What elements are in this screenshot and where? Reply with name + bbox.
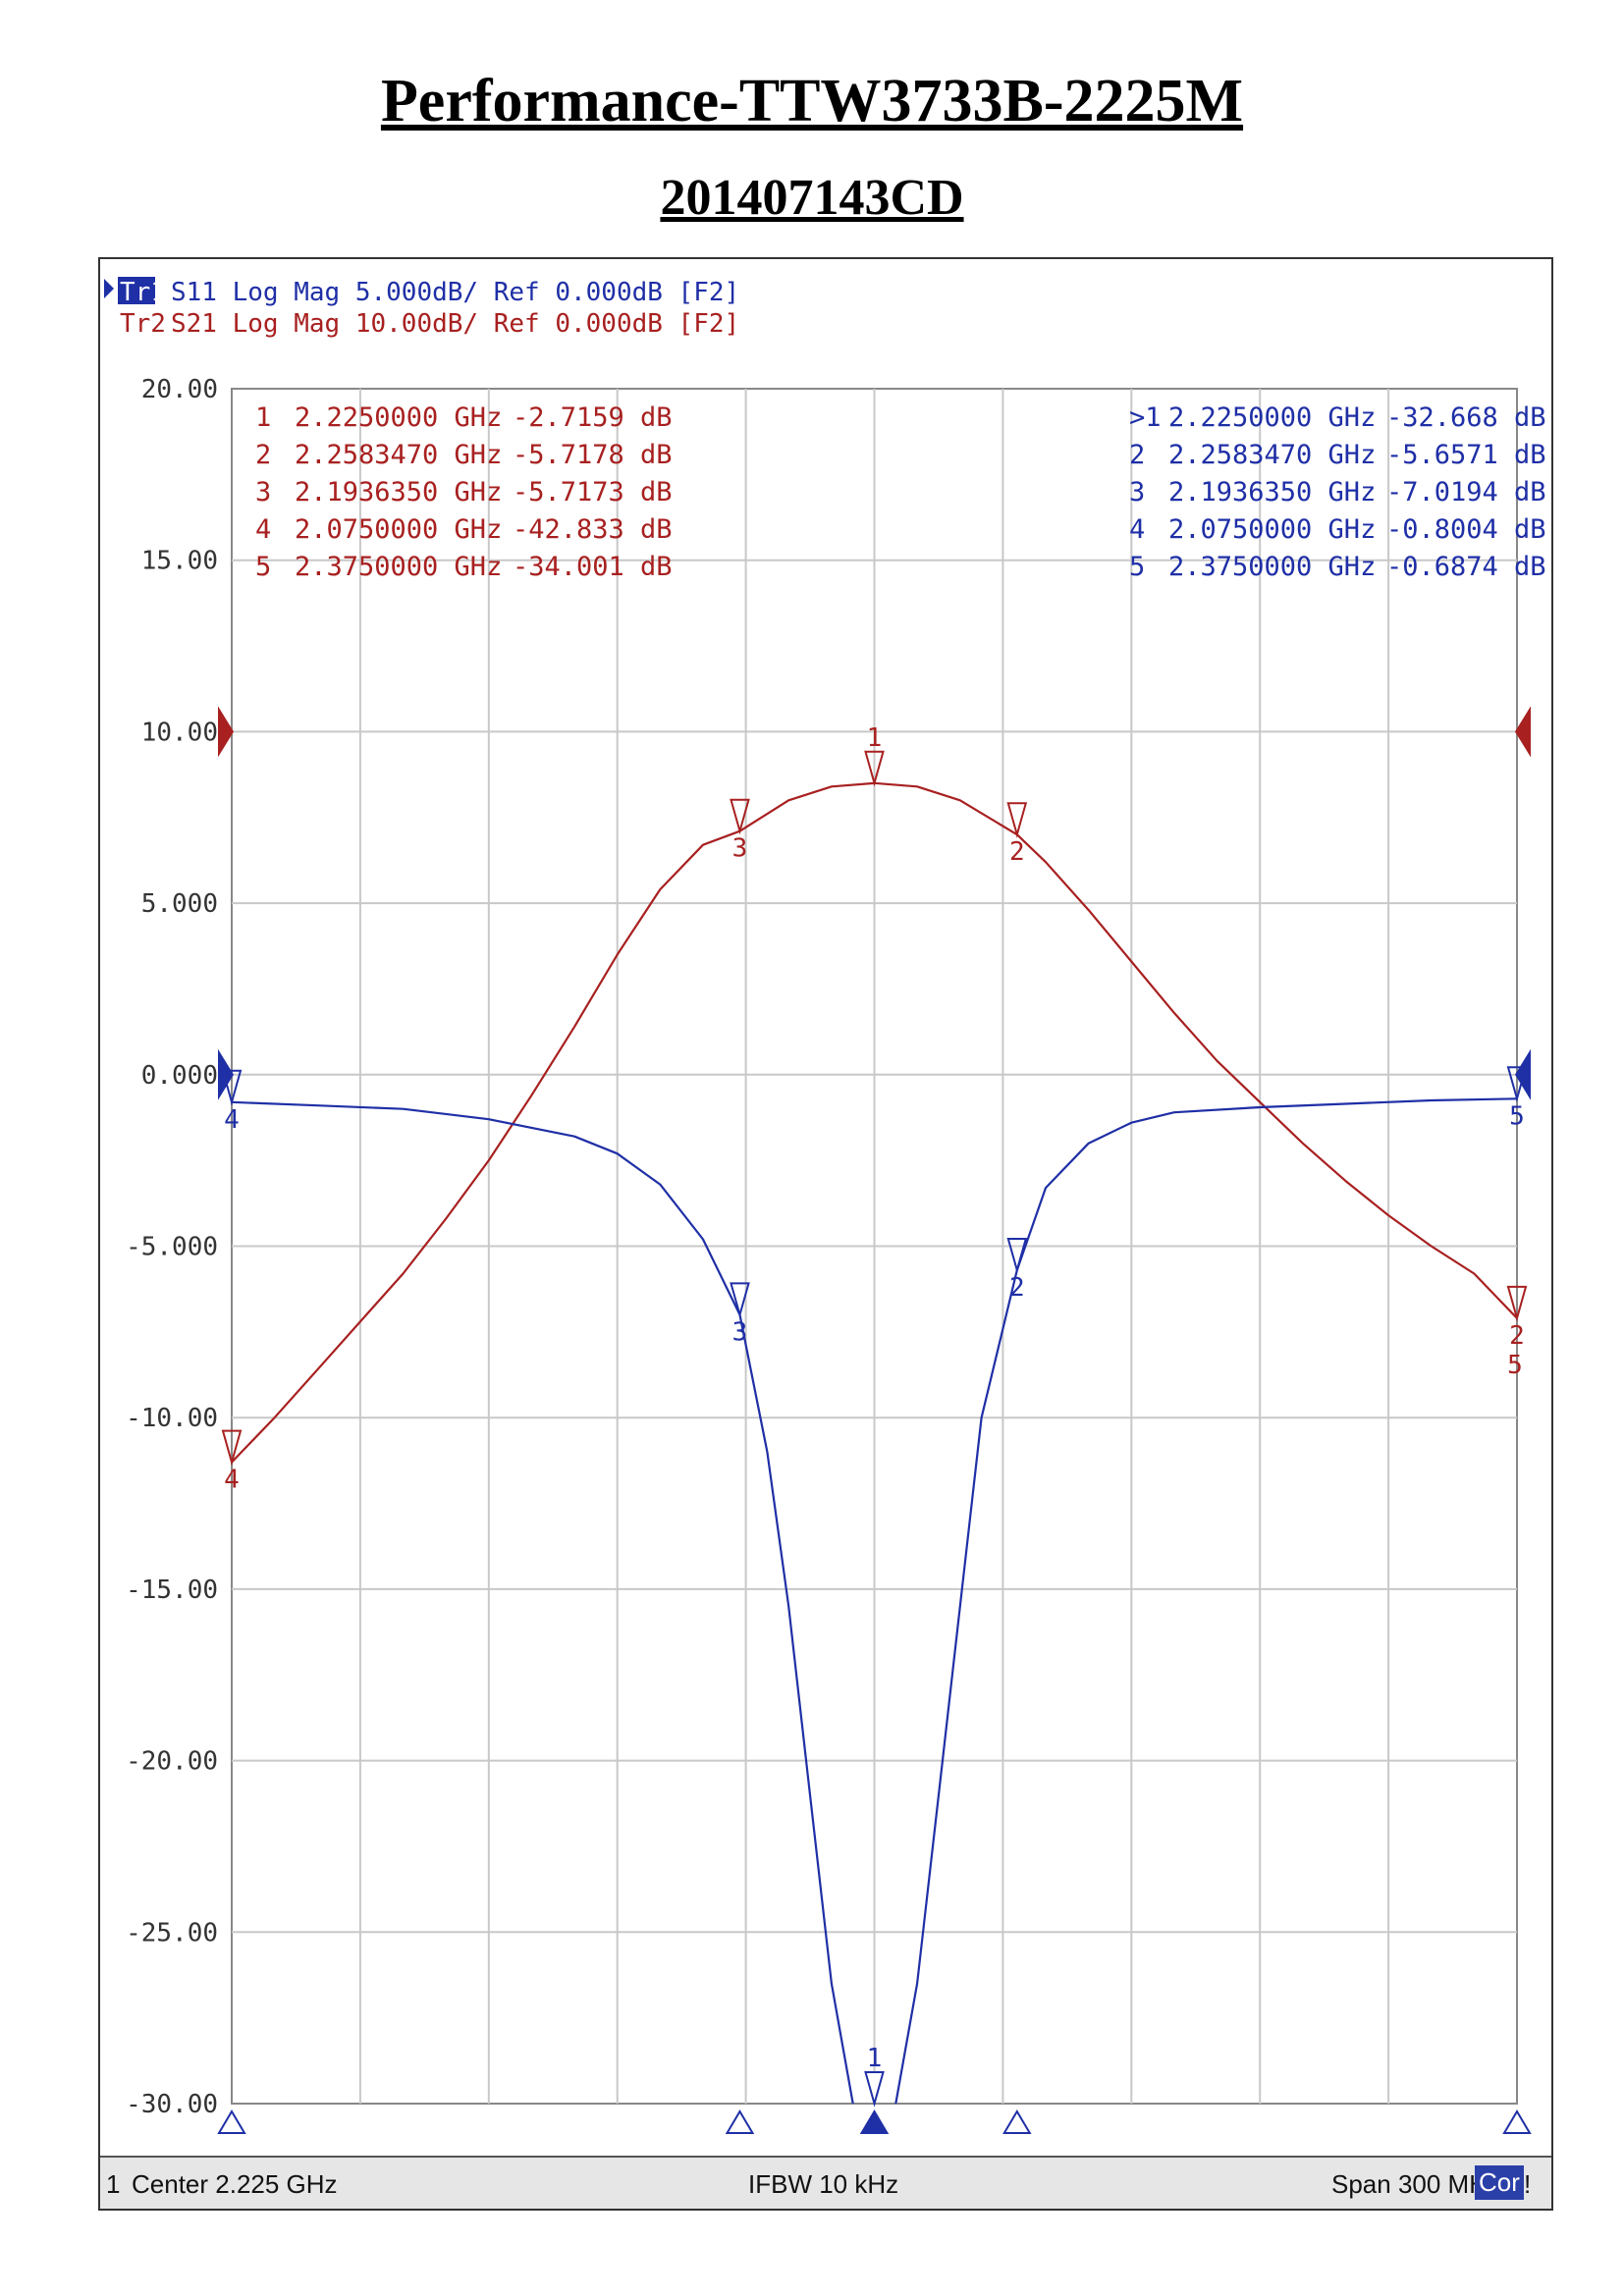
marker-table-s11-value: -32.668 dB (1386, 402, 1546, 433)
marker-table-s21-number: 3 (255, 477, 271, 507)
marker-table-s21-number: 5 (255, 552, 271, 582)
trace-setting-tr1: S11 Log Mag 5.000dB/ Ref 0.000dB [F2] (171, 278, 739, 307)
marker-table-s21-frequency: 2.2250000 GHz (295, 402, 502, 433)
stimulus-marker-triangle (725, 2109, 755, 2134)
stimulus-marker-triangle (1002, 2109, 1032, 2134)
marker-triangle-s21-2 (1006, 802, 1028, 838)
marker-label-s11-1: 1 (867, 2044, 883, 2073)
status-warning: ! (1524, 2169, 1532, 2199)
marker-triangle-s11-5 (1506, 1066, 1528, 1102)
marker-table-s21-value: -5.7178 dB (513, 440, 673, 470)
page-subtitle: 201407143CD (660, 170, 964, 226)
marker-triangle-s21-2 (1506, 1285, 1528, 1322)
marker-table-s21-value: -5.7173 dB (513, 477, 673, 507)
marker-table-s11-number: 4 (1129, 514, 1145, 545)
marker-triangle-s11-4 (221, 1069, 243, 1106)
s11-reference-arrow-left (218, 1048, 234, 1100)
y-tick-label: 20.00 (141, 375, 218, 404)
marker-table-s11-frequency: 2.1936350 GHz (1168, 477, 1376, 507)
y-tick-label: -10.00 (126, 1404, 218, 1433)
marker-table-s11-value: -7.0194 dB (1386, 477, 1546, 507)
y-tick-label: -30.00 (126, 2090, 218, 2119)
marker-label-s21-3: 3 (732, 834, 748, 864)
marker-table-s21-value: -2.7159 dB (513, 402, 673, 433)
marker-triangle-s21-4 (221, 1429, 243, 1467)
trace-setting-tr2: S21 Log Mag 10.00dB/ Ref 0.000dB [F2] (171, 309, 739, 339)
marker-table-s11-frequency: 2.0750000 GHz (1168, 514, 1376, 545)
stimulus-marker-triangle (217, 2109, 246, 2134)
vna-plot: Tr1 S11 Log Mag 5.000dB/ Ref 0.000dB [F2]… (104, 277, 1546, 2134)
trace-labels: Tr1 S11 Log Mag 5.000dB/ Ref 0.000dB [F2]… (104, 277, 739, 339)
marker-table-s21-frequency: 2.3750000 GHz (295, 552, 502, 582)
y-tick-label: 15.00 (141, 547, 218, 576)
marker-label-s21-2: 2 (1009, 837, 1025, 867)
marker-tables: 1 2.2250000 GHz -2.7159 dB 2 2.2583470 GHz -5… (255, 402, 1546, 582)
marker-label-s21-5: 5 (1507, 1351, 1523, 1380)
stimulus-marker-triangle (1502, 2109, 1532, 2134)
marker-triangle-s11-1 (864, 2071, 885, 2108)
status-bar: 1 Center 2.225 GHz IFBW 10 kHz Span 300 … (100, 2156, 1551, 2209)
active-trace-indicator (104, 279, 114, 298)
marker-table-s11-value: -0.6874 dB (1386, 552, 1546, 582)
marker-table-s11-number: >1 (1129, 402, 1162, 433)
marker-table-s21-frequency: 2.0750000 GHz (295, 514, 502, 545)
marker-table-s11-number: 5 (1129, 552, 1145, 582)
status-channel[interactable]: 1 (106, 2169, 121, 2199)
y-tick-label: -20.00 (126, 1747, 218, 1777)
marker-triangle-s11-3 (730, 1282, 750, 1319)
marker-label-s11-2: 2 (1009, 1273, 1025, 1303)
marker-label-s21-1: 1 (867, 723, 883, 753)
marker-table-s21-value: -42.833 dB (513, 514, 673, 545)
status-center-frequency[interactable]: Center 2.225 GHz (132, 2169, 338, 2199)
marker-table-s21-number: 2 (255, 440, 271, 470)
y-tick-label: -15.00 (126, 1575, 218, 1605)
trace-id-tr2: Tr2 (120, 309, 166, 339)
marker-table-s21-number: 4 (255, 514, 271, 545)
y-tick-label: -5.000 (126, 1233, 218, 1262)
status-ifbw[interactable]: IFBW 10 kHz (748, 2169, 899, 2199)
y-tick-labels: 20.00 15.00 10.00 5.000 0.000 -5.000 -10.00 -15… (126, 375, 218, 2119)
marker-label-s11-5: 5 (1509, 1101, 1525, 1131)
marker-triangle-s21-1 (864, 750, 885, 787)
marker-table-s21-frequency: 2.2583470 GHz (295, 440, 502, 470)
stimulus-marker-triangle (859, 2109, 890, 2134)
series-line-s11 (232, 1097, 1517, 2104)
marker-triangle-s11-2 (1006, 1237, 1028, 1274)
page-title: Performance-TTW3733B-2225M (380, 68, 1244, 134)
marker-label-s11-3: 3 (732, 1317, 748, 1347)
y-tick-label: -25.00 (126, 1918, 218, 1948)
y-tick-label: 5.000 (141, 889, 218, 919)
y-tick-label: 0.000 (141, 1061, 218, 1091)
trace-id-tr1: Tr1 (120, 278, 166, 307)
marker-table-s11-number: 3 (1129, 477, 1145, 507)
status-span[interactable]: Span 300 MHz (1331, 2169, 1500, 2199)
y-tick-label: 10.00 (141, 718, 218, 747)
plot-markers: 1 2 3 4 2 1 2 3 4 5 5 (221, 723, 1528, 2108)
marker-label-s11-4: 4 (224, 1105, 240, 1135)
marker-label-s21-2: 2 (1509, 1321, 1525, 1351)
trace-id-highlight (118, 277, 155, 304)
vna-screen: Tr1 S11 Log Mag 5.000dB/ Ref 0.000dB [F2]… (98, 257, 1553, 2211)
marker-table-s11-frequency: 2.2583470 GHz (1168, 440, 1376, 470)
marker-table-s21-value: -34.001 dB (513, 552, 673, 582)
s21-reference-arrow-left (218, 706, 234, 758)
plot-grid (231, 388, 1518, 2105)
status-correction-badge[interactable]: Cor (1475, 2165, 1524, 2200)
marker-table-s11-value: -5.6571 dB (1386, 440, 1546, 470)
marker-table-s11-frequency: 2.3750000 GHz (1168, 552, 1376, 582)
marker-triangle-s21-3 (730, 798, 750, 835)
marker-table-s21-frequency: 2.1936350 GHz (295, 477, 502, 507)
marker-table-s21-number: 1 (255, 402, 271, 433)
marker-table-s11-frequency: 2.2250000 GHz (1168, 402, 1376, 433)
marker-table-s11-value: -0.8004 dB (1386, 514, 1546, 545)
marker-table-s11-number: 2 (1129, 440, 1145, 470)
marker-label-s21-4: 4 (224, 1466, 240, 1495)
bottom-stimulus-markers (217, 2109, 1532, 2134)
s21-reference-arrow-right (1515, 706, 1531, 758)
